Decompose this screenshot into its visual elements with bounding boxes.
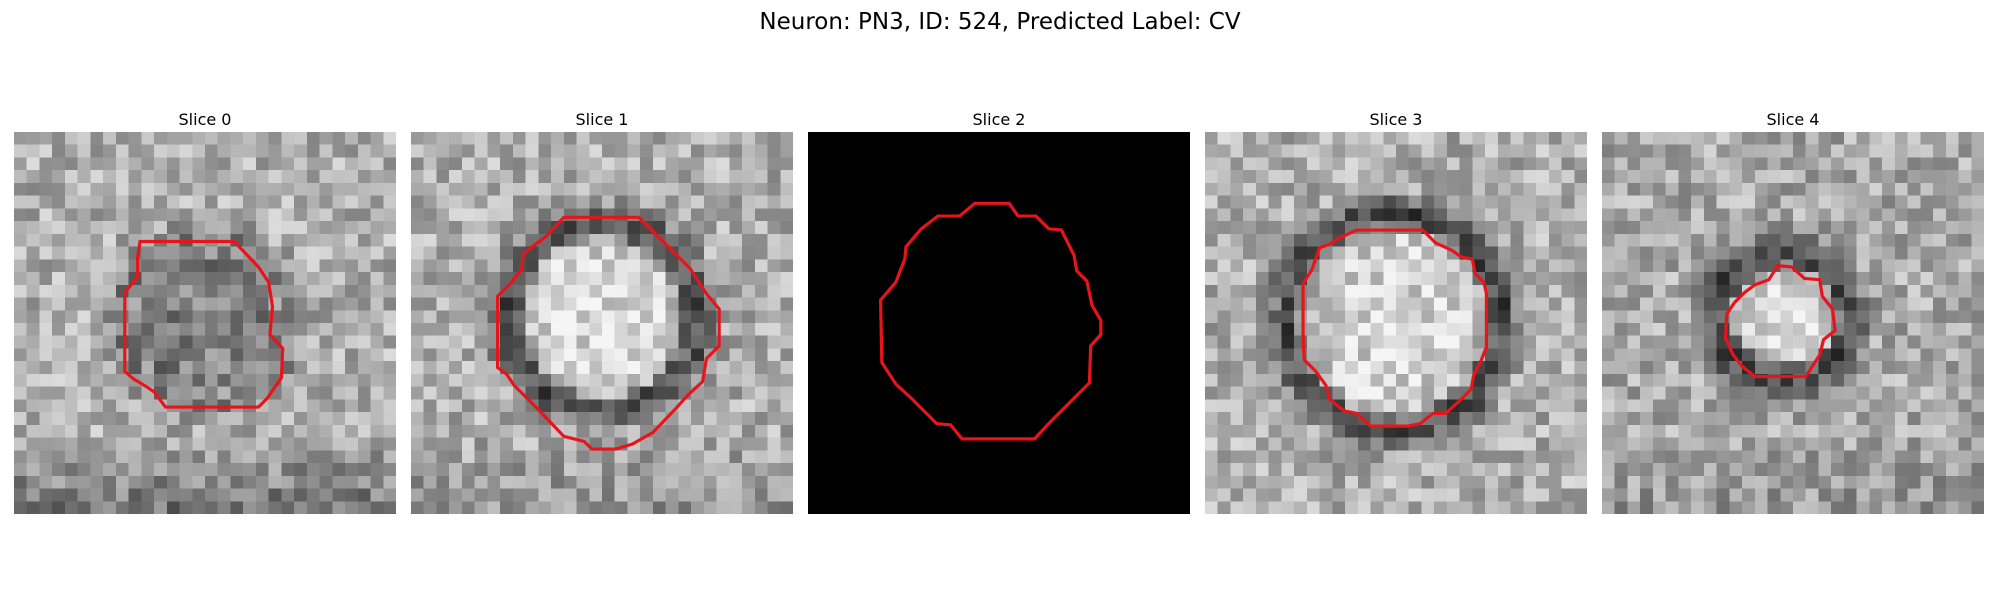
slice-panel-2: Slice 2	[808, 108, 1190, 514]
slice-panel-3: Slice 3	[1205, 108, 1587, 514]
pixel-grid	[14, 132, 396, 514]
slice-title: Slice 2	[972, 110, 1026, 129]
pixel-grid	[808, 132, 1190, 514]
slice-image-4	[1602, 132, 1984, 514]
blank-background	[808, 132, 1190, 514]
slice-panel-1: Slice 1	[411, 108, 793, 514]
slice-title: Slice 4	[1766, 110, 1820, 129]
slice-title: Slice 3	[1369, 110, 1423, 129]
slice-title: Slice 1	[575, 110, 629, 129]
slice-image-3	[1205, 132, 1587, 514]
segmentation-contour	[1301, 228, 1488, 428]
figure-title: Neuron: PN3, ID: 524, Predicted Label: C…	[759, 9, 1241, 35]
slice-image-0	[14, 132, 396, 514]
pixel-grid	[411, 132, 793, 514]
slice-panel-0: Slice 0	[14, 108, 396, 514]
segmentation-contour	[495, 215, 721, 451]
slice-image-1	[411, 132, 793, 514]
pixel-grid	[1205, 132, 1587, 514]
slice-panel-4: Slice 4	[1602, 108, 1984, 514]
slice-title: Slice 0	[178, 110, 232, 129]
pixel-grid	[1602, 132, 1984, 514]
segmentation-contour	[1723, 264, 1837, 379]
segmentation-contour	[878, 201, 1103, 441]
segmentation-contour	[123, 239, 285, 409]
slice-image-2	[808, 132, 1190, 514]
